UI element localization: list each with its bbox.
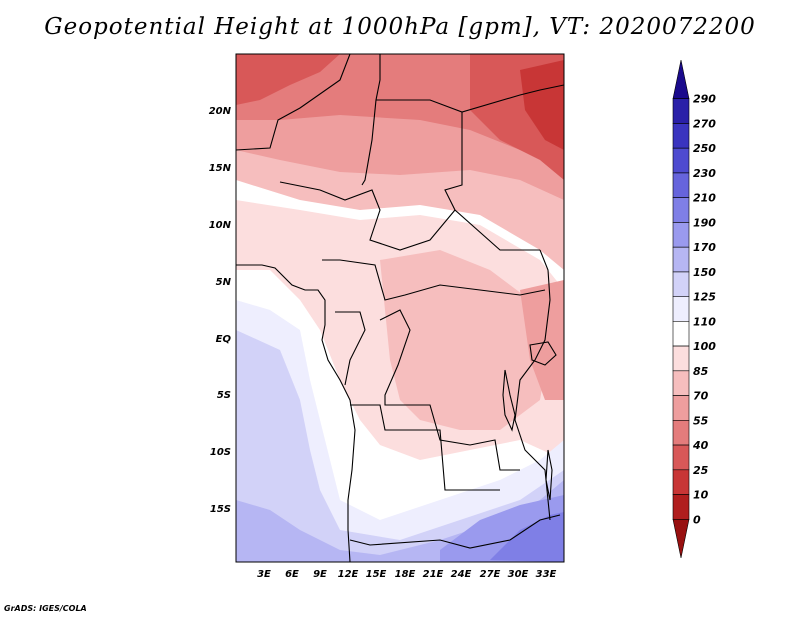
colorbar-level-label: 170 xyxy=(693,241,716,254)
lat-axis: 20N 15N 10N 5N EQ 5S 10S 15S xyxy=(209,106,232,515)
grads-credit: GrADS: IGES/COLA xyxy=(4,604,87,613)
colorbar-swatch xyxy=(672,420,690,446)
lon-axis: 3E 6E 9E 12E 15E 18E 21E 24E 27E 30E 33E xyxy=(257,569,556,580)
colorbar-level-label: 250 xyxy=(693,142,716,155)
lake-malawi xyxy=(545,449,553,501)
colorbar-level-label: 230 xyxy=(693,167,716,180)
lat-tick-label: 10N xyxy=(209,220,232,231)
colorbar-swatch xyxy=(672,123,690,149)
colorbar-swatch xyxy=(672,494,690,520)
colorbar-level-label: 85 xyxy=(693,365,709,378)
lon-tick-label: 30E xyxy=(508,569,529,580)
colorbar-swatch xyxy=(672,444,690,471)
colorbar-level-label: 125 xyxy=(693,291,716,304)
colorbar-level-label: 210 xyxy=(693,192,716,205)
colorbar-level-label: 0 xyxy=(693,513,701,526)
colorbar-swatch xyxy=(672,518,690,559)
map-title: Geopotential Height at 1000hPa [gpm], VT… xyxy=(44,14,756,40)
lon-tick-label: 27E xyxy=(480,569,501,580)
field-band-70-east xyxy=(520,280,564,400)
colorbar-swatch xyxy=(672,197,690,223)
border-south xyxy=(349,514,561,549)
field-band-25-ne xyxy=(520,60,564,150)
colorbar-swatch xyxy=(672,271,690,297)
lon-tick-label: 3E xyxy=(257,569,271,580)
border-cabinda xyxy=(335,311,366,386)
colorbar-swatch xyxy=(672,246,690,273)
lon-tick-label: 12E xyxy=(338,569,359,580)
colorbar-swatch xyxy=(672,345,690,372)
colorbar-level-label: 70 xyxy=(693,390,709,403)
border-n-2 xyxy=(361,54,381,186)
map-frame xyxy=(235,53,565,563)
field-band-150 xyxy=(236,330,564,562)
colorbar-swatch xyxy=(672,296,690,322)
lat-tick-label: 15S xyxy=(210,504,231,515)
lat-tick-label: 20N xyxy=(209,106,232,117)
colorbar-swatch xyxy=(672,469,690,495)
lake-tanganyika xyxy=(502,369,516,432)
colorbar-swatch xyxy=(672,172,690,198)
colorbar-swatch xyxy=(672,370,690,396)
lake-victoria xyxy=(529,341,557,366)
colorbar-level-label: 290 xyxy=(693,93,716,106)
lon-tick-label: 9E xyxy=(313,569,327,580)
colorbar-level-label: 100 xyxy=(693,340,716,353)
lon-tick-label: 21E xyxy=(423,569,444,580)
border-n-4 xyxy=(376,84,564,113)
colorbar-swatch xyxy=(672,395,690,421)
lon-tick-label: 24E xyxy=(451,569,472,580)
border-east xyxy=(514,249,551,521)
field-band-210 xyxy=(490,512,564,562)
lat-tick-label: EQ xyxy=(216,334,232,345)
colorbar-level-label: 25 xyxy=(693,464,709,477)
border-mid-2 xyxy=(322,259,546,301)
country-borders xyxy=(236,54,564,562)
colorbar-level-label: 190 xyxy=(693,216,716,229)
colorbar-level-label: 40 xyxy=(692,439,709,452)
map-panel xyxy=(236,54,564,562)
lat-tick-label: 5S xyxy=(217,390,231,401)
border-n-1 xyxy=(236,54,351,151)
coastline xyxy=(236,264,356,562)
lon-tick-label: 33E xyxy=(536,569,557,580)
colorbar-swatch xyxy=(672,321,690,347)
colorbar-swatch xyxy=(672,147,690,174)
lon-tick-label: 6E xyxy=(285,569,299,580)
border-mid-1 xyxy=(279,181,456,251)
lat-tick-label: 5N xyxy=(216,277,232,288)
colorbar-level-label: 270 xyxy=(693,117,716,130)
lat-tick-label: 15N xyxy=(209,163,232,174)
lon-tick-label: 15E xyxy=(366,569,387,580)
lat-tick-label: 10S xyxy=(210,447,231,458)
colorbar-level-label: 110 xyxy=(693,315,716,328)
colorbar-swatch xyxy=(672,59,690,100)
colorbar-swatch xyxy=(672,222,690,248)
field-band-40 xyxy=(236,54,340,105)
colorbar-level-label: 150 xyxy=(693,266,716,279)
border-drc xyxy=(379,309,520,471)
border-angola xyxy=(350,404,500,491)
colorbar-swatch xyxy=(672,98,690,124)
colorbar-level-label: 55 xyxy=(693,414,709,427)
colorbar-level-label: 10 xyxy=(693,489,709,502)
colorbar: 2902702502302101901701501251101008570554… xyxy=(672,59,716,559)
lon-tick-label: 18E xyxy=(395,569,416,580)
